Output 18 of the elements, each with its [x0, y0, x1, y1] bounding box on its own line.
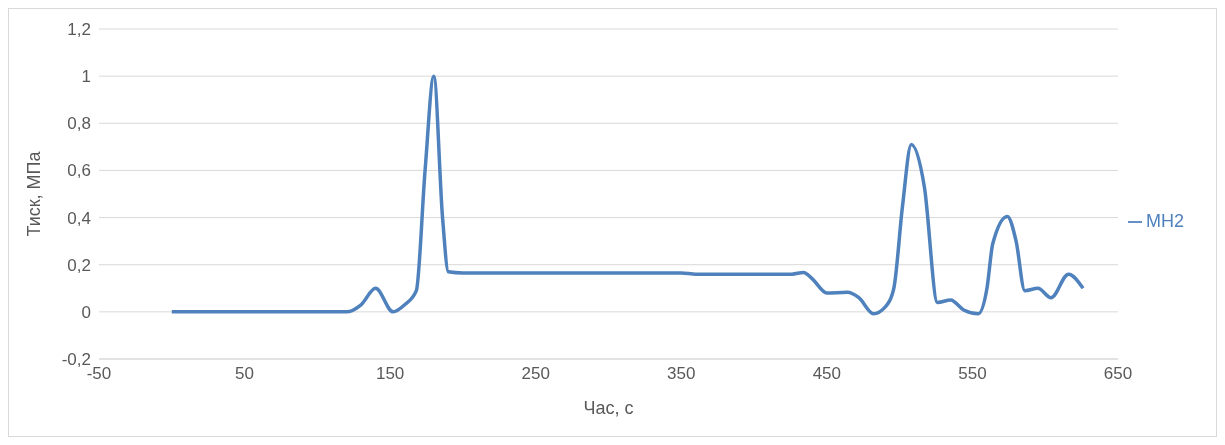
y-tick-label: 0,2	[67, 255, 91, 275]
y-axis-title: Тиск, МПа	[24, 150, 45, 237]
x-tick-label: 150	[375, 364, 405, 384]
x-tick-label: 50	[235, 364, 255, 384]
x-tick-label: 250	[521, 364, 550, 384]
y-tick-label: 0,8	[67, 114, 91, 134]
legend-label: МН2	[1145, 211, 1184, 231]
y-tick-label: 0,4	[67, 208, 91, 228]
x-tick-label: 450	[812, 364, 842, 384]
y-tick-label: 0,6	[67, 161, 91, 181]
x-tick-label: 350	[667, 364, 696, 384]
x-tick-label: 650	[1103, 364, 1133, 384]
x-axis-title: Час, с	[583, 398, 634, 418]
y-tick-label: 1	[81, 67, 91, 87]
y-tick-label: 1,2	[67, 20, 91, 40]
y-tick-label: 0	[81, 302, 91, 322]
line-series	[170, 74, 1085, 316]
x-tick-label: 550	[958, 364, 987, 384]
